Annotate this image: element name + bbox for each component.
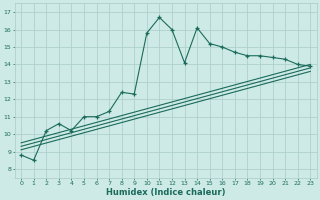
- X-axis label: Humidex (Indice chaleur): Humidex (Indice chaleur): [106, 188, 225, 197]
